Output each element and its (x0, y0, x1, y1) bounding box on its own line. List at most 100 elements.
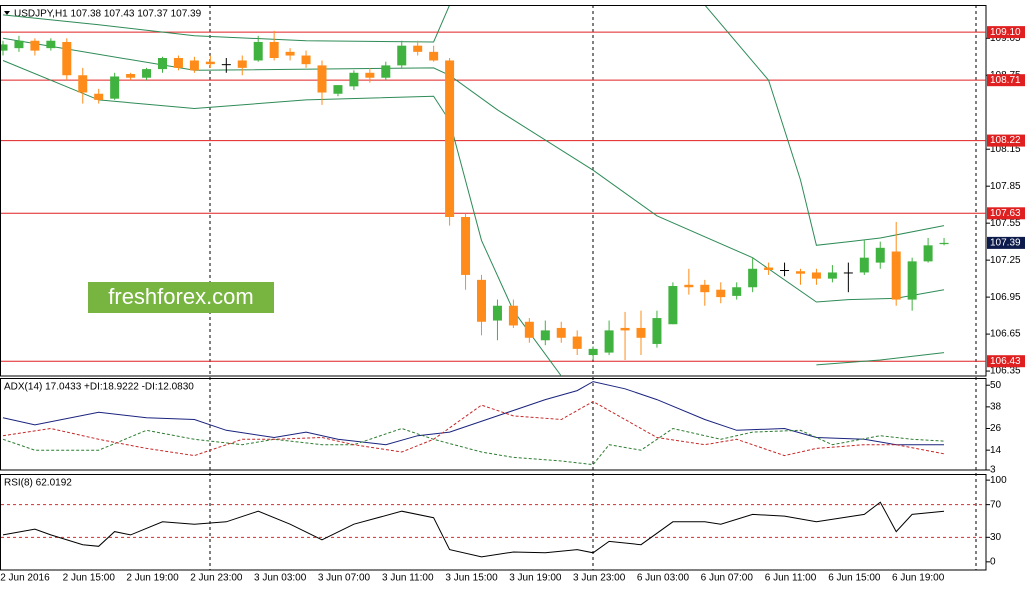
band-line (2, 60, 945, 376)
candle-body (237, 60, 247, 68)
y-tick-label: 50 (990, 380, 1002, 391)
candle-body (333, 85, 343, 94)
candle-body (556, 327, 566, 338)
candle-body (636, 327, 646, 338)
candle-body (572, 336, 582, 349)
candle-body (524, 321, 534, 338)
x-tick-label: 6 Jun 15:00 (828, 573, 881, 584)
x-tick-label: 2 Jun 19:00 (126, 573, 179, 584)
candle-body (253, 41, 263, 61)
y-tick-label: 107.55 (990, 218, 1021, 229)
candle-body (891, 251, 901, 300)
candle-body (173, 58, 183, 68)
level-label: 108.22 (990, 135, 1021, 146)
y-tick-label: 70 (990, 499, 1002, 510)
x-tick-label: 2 Jun 23:00 (190, 573, 243, 584)
candle-body (620, 327, 630, 331)
y-tick-label: 106.35 (990, 366, 1021, 377)
level-label: 108.71 (990, 75, 1021, 86)
candle-body (923, 245, 933, 262)
candle-body (62, 41, 72, 76)
band-line (2, 37, 945, 303)
candle-body (78, 75, 88, 93)
level-label: 107.63 (990, 208, 1021, 219)
y-tick-label: 30 (990, 532, 1002, 543)
candle-body (205, 61, 215, 65)
candle-body (126, 74, 136, 78)
candle-body (492, 305, 502, 321)
candle-body (381, 65, 391, 78)
y-tick-label: 106.95 (990, 292, 1021, 303)
level-box (987, 207, 1025, 220)
panel-title: RSI(8) 62.0192 (4, 478, 72, 489)
candle-body (429, 51, 439, 61)
candle-body (811, 272, 821, 279)
candle-body (445, 60, 455, 217)
candle-body (780, 270, 790, 271)
band-line (2, 6, 945, 246)
level-box (987, 134, 1025, 147)
candle-body (349, 72, 359, 87)
candle-body (700, 284, 710, 293)
y-tick-label: 38 (990, 402, 1002, 413)
candle-body (285, 51, 295, 56)
candle-body (365, 72, 375, 78)
title-arrow (4, 11, 10, 15)
y-tick-label: 108.15 (990, 144, 1021, 155)
candle-body (764, 267, 774, 270)
candle-body (158, 58, 167, 70)
candle-body (716, 289, 726, 298)
y-tick-label: 0 (990, 556, 996, 567)
candle-body (142, 69, 152, 78)
adx-panel-frame (0, 378, 987, 471)
candle-body (748, 268, 758, 288)
level-label: 109.10 (990, 27, 1021, 38)
indicator-line (2, 501, 945, 558)
candle-body (461, 217, 471, 275)
level-label: 106.43 (990, 356, 1021, 367)
y-tick-label: 107.85 (990, 181, 1021, 192)
candle-body (588, 348, 598, 356)
candle-body (540, 330, 550, 341)
candle-body (684, 284, 694, 288)
candle-body (269, 41, 279, 58)
candle-body (189, 60, 199, 71)
candle-body (508, 305, 518, 326)
watermark-box (88, 282, 274, 313)
x-tick-label: 3 Jun 15:00 (445, 573, 498, 584)
last-price-label: 107.39 (990, 238, 1021, 249)
candle-body (46, 40, 56, 49)
level-box (987, 74, 1025, 87)
watermark: freshforex.com (108, 284, 254, 309)
candle-body (301, 55, 311, 65)
candle-body (859, 257, 869, 273)
candle-body (477, 279, 486, 322)
candle-body (110, 76, 120, 99)
x-tick-label: 6 Jun 11:00 (765, 573, 817, 584)
x-tick-label: 3 Jun 19:00 (509, 573, 562, 584)
y-tick-label: 100 (990, 475, 1007, 486)
candle-body (604, 330, 614, 353)
panel-title: ADX(14) 17.0433 +DI:18.9222 -DI:12.0830 (4, 382, 194, 393)
x-tick-label: 6 Jun 03:00 (637, 573, 690, 584)
candle-body (827, 272, 837, 279)
x-tick-label: 2 Jun 15:00 (63, 573, 116, 584)
candle-body (317, 65, 327, 93)
rsi-panel-frame (0, 474, 987, 571)
y-tick-label: 3 (990, 465, 996, 476)
candle-body (939, 242, 949, 245)
y-tick-label: 107.25 (990, 255, 1021, 266)
candle-body (668, 286, 678, 325)
panel-title: USDJPY,H1 107.38 107.43 107.37 107.39 (14, 9, 202, 20)
x-tick-label: 6 Jun 07:00 (701, 573, 754, 584)
candle-body (413, 45, 423, 52)
x-tick-label: 3 Jun 23:00 (573, 573, 626, 584)
main-panel-frame (0, 5, 987, 377)
candle-body (796, 271, 805, 274)
x-tick-label: 3 Jun 07:00 (318, 573, 371, 584)
candle-body (14, 40, 24, 49)
candle-body (652, 318, 662, 344)
candle-body (94, 93, 104, 100)
x-tick-label: 3 Jun 03:00 (254, 573, 307, 584)
